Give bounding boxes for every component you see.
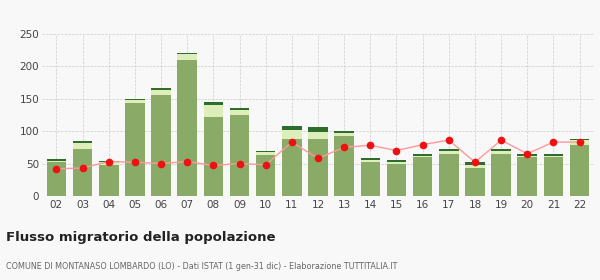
Bar <box>465 162 485 165</box>
Bar <box>203 117 223 196</box>
Bar <box>334 136 354 196</box>
Bar <box>439 151 458 154</box>
Bar <box>308 132 328 139</box>
Bar <box>230 109 250 115</box>
Bar <box>361 160 380 162</box>
Bar <box>570 140 589 145</box>
Bar <box>178 60 197 196</box>
Bar <box>73 141 92 143</box>
Bar <box>125 103 145 196</box>
Bar <box>256 152 275 155</box>
Bar <box>178 54 197 60</box>
Bar <box>230 115 250 196</box>
Text: COMUNE DI MONTANASO LOMBARDO (LO) - Dati ISTAT (1 gen-31 dic) - Elaborazione TUT: COMUNE DI MONTANASO LOMBARDO (LO) - Dati… <box>6 262 397 271</box>
Bar <box>256 151 275 152</box>
Bar <box>413 156 433 157</box>
Bar <box>386 160 406 162</box>
Bar <box>47 159 66 161</box>
Bar <box>544 156 563 157</box>
Bar <box>203 102 223 105</box>
Bar <box>99 165 119 196</box>
Bar <box>491 149 511 151</box>
Bar <box>125 99 145 100</box>
Bar <box>386 164 406 196</box>
Bar <box>334 131 354 133</box>
Bar <box>151 95 171 196</box>
Bar <box>465 165 485 168</box>
Bar <box>282 127 302 130</box>
Bar <box>282 130 302 139</box>
Bar <box>151 90 171 95</box>
Bar <box>256 155 275 196</box>
Bar <box>282 139 302 196</box>
Bar <box>517 157 537 196</box>
Bar <box>517 156 537 157</box>
Bar <box>334 133 354 136</box>
Bar <box>413 155 433 156</box>
Bar <box>151 88 171 90</box>
Bar <box>491 154 511 196</box>
Bar <box>203 105 223 117</box>
Bar <box>230 108 250 109</box>
Bar <box>308 139 328 196</box>
Bar <box>47 162 66 196</box>
Bar <box>439 149 458 151</box>
Bar <box>386 162 406 164</box>
Bar <box>517 155 537 156</box>
Text: Flusso migratorio della popolazione: Flusso migratorio della popolazione <box>6 231 275 244</box>
Bar <box>99 162 119 165</box>
Bar <box>178 53 197 54</box>
Bar <box>413 157 433 196</box>
Bar <box>544 157 563 196</box>
Bar <box>570 139 589 140</box>
Bar <box>308 127 328 132</box>
Bar <box>73 149 92 196</box>
Bar <box>491 151 511 154</box>
Bar <box>439 154 458 196</box>
Bar <box>99 161 119 162</box>
Bar <box>570 145 589 196</box>
Bar <box>465 168 485 196</box>
Bar <box>361 162 380 196</box>
Bar <box>361 158 380 160</box>
Bar <box>125 100 145 103</box>
Bar <box>47 161 66 162</box>
Bar <box>73 143 92 149</box>
Bar <box>544 154 563 156</box>
